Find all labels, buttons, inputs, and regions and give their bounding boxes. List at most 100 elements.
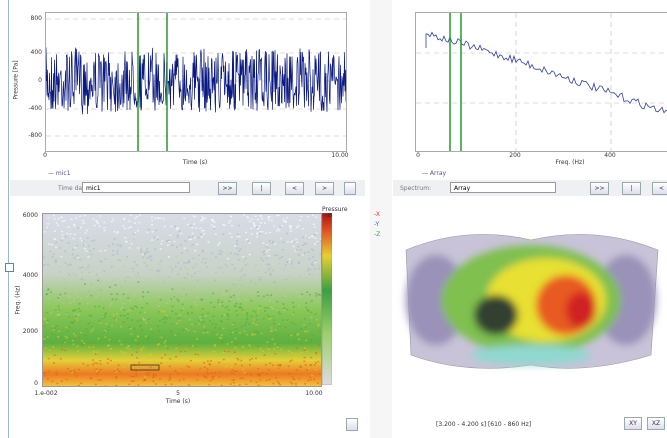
texture [212, 331, 215, 334]
texture [48, 349, 51, 351]
button[interactable] [346, 418, 358, 431]
texture [53, 354, 56, 356]
texture [319, 240, 321, 242]
texture [125, 347, 128, 349]
texture [122, 293, 125, 295]
button[interactable]: | [252, 182, 271, 195]
texture [187, 313, 190, 315]
texture [158, 320, 161, 322]
texture [85, 268, 88, 270]
texture [162, 281, 165, 284]
texture [67, 226, 70, 228]
texture [264, 364, 267, 366]
texture [307, 251, 310, 253]
texture [180, 299, 183, 301]
texture [147, 374, 150, 376]
texture [237, 258, 240, 261]
texture [161, 310, 164, 312]
texture [197, 236, 200, 239]
texture [297, 261, 300, 264]
button[interactable]: < [285, 182, 304, 195]
texture [137, 287, 140, 290]
texture [233, 379, 235, 381]
texture [239, 332, 242, 334]
splitter-handle[interactable] [5, 263, 14, 272]
texture [257, 227, 260, 229]
texture [244, 299, 247, 301]
texture [264, 310, 266, 312]
colorbar-title: Pressure [322, 206, 348, 213]
texture [158, 343, 161, 345]
texture [135, 370, 138, 372]
texture [203, 233, 205, 235]
texture [107, 245, 110, 247]
texture [246, 317, 249, 319]
selection-box[interactable] [130, 364, 160, 371]
texture [112, 218, 115, 221]
texture [231, 331, 234, 334]
button[interactable]: >> [590, 182, 609, 195]
texture [137, 368, 140, 371]
texture [81, 343, 84, 345]
texture [288, 261, 291, 263]
texture [227, 350, 230, 353]
texture [246, 263, 249, 265]
texture [78, 368, 81, 371]
texture [212, 315, 215, 318]
texture [254, 264, 257, 267]
texture [317, 274, 319, 276]
texture [258, 225, 261, 227]
texture [133, 294, 136, 296]
button[interactable] [344, 182, 356, 195]
texture [173, 240, 176, 243]
texture [241, 377, 244, 380]
button[interactable]: < [652, 182, 667, 195]
texture [257, 293, 260, 295]
texture [133, 222, 136, 224]
texture [198, 254, 201, 256]
button[interactable]: > [315, 182, 334, 195]
texture [113, 369, 116, 372]
texture [262, 317, 265, 320]
texture [209, 301, 212, 304]
texture [61, 348, 64, 351]
texture [191, 243, 194, 246]
texture [299, 365, 302, 367]
texture [84, 247, 86, 250]
texture [196, 279, 199, 282]
texture [149, 353, 152, 356]
texture [195, 345, 197, 347]
dropdown[interactable]: mic1 [82, 182, 190, 193]
texture [209, 379, 212, 382]
texture [277, 228, 280, 230]
texture [73, 233, 76, 235]
texture [127, 227, 130, 229]
button[interactable]: | [622, 182, 641, 195]
texture [156, 274, 159, 276]
texture [263, 354, 266, 356]
texture [232, 322, 235, 324]
texture [136, 306, 139, 309]
texture [183, 359, 186, 361]
button[interactable]: >> [218, 182, 237, 195]
texture [88, 322, 91, 324]
texture [237, 224, 240, 227]
texture [78, 313, 81, 315]
texture [64, 341, 67, 344]
texture [265, 245, 268, 248]
texture [188, 238, 191, 241]
texture [217, 301, 219, 304]
texture [224, 307, 227, 309]
texture [304, 252, 306, 254]
texture [53, 218, 56, 220]
texture [279, 225, 282, 228]
texture [130, 319, 133, 321]
texture [176, 234, 179, 237]
button[interactable]: XY [624, 417, 642, 430]
texture [145, 250, 148, 253]
button[interactable]: XZ [647, 417, 665, 430]
dropdown[interactable]: Array [450, 182, 556, 193]
texture [165, 314, 168, 317]
texture [310, 263, 313, 265]
texture [229, 333, 232, 336]
